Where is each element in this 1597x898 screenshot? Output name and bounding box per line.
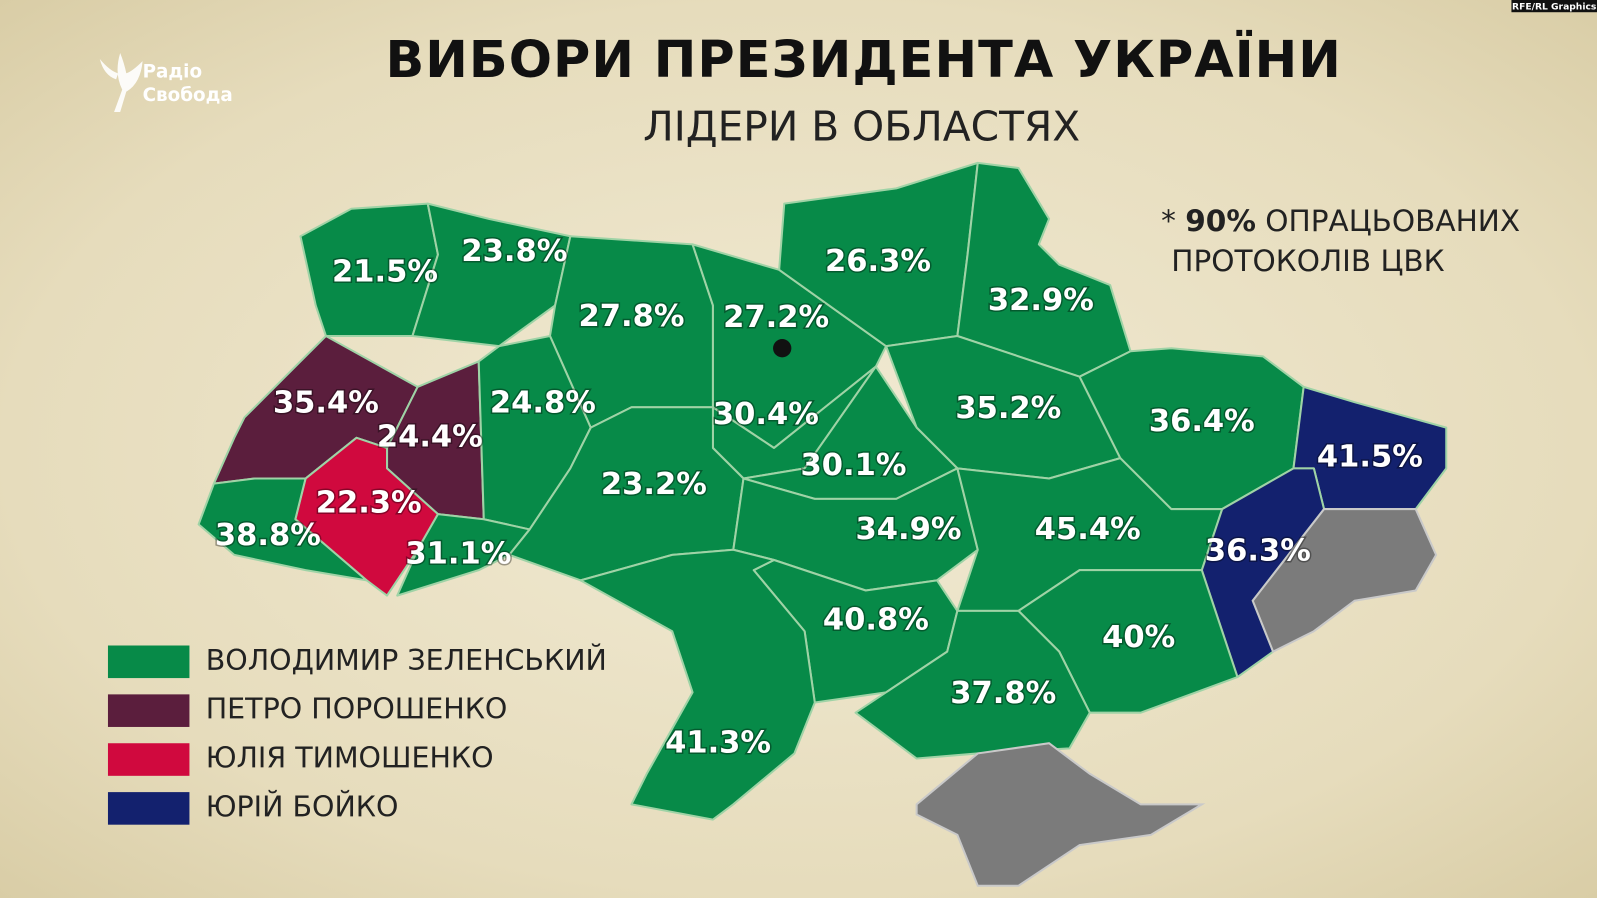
logo-text: Свобода [143,85,233,106]
credit: RFE/RL Graphics [1512,2,1597,13]
region-label: 24.4% [377,419,483,454]
region-label: 36.3% [1205,533,1311,568]
region-label: 37.8% [950,676,1056,711]
region-labels: 21.5% 23.8% 27.8% 27.2% 26.3% 32.9% 35.4%24.4%… [213,232,1424,762]
region-label: 41.5% [1317,440,1423,475]
region-label: 23.2% [601,467,707,502]
legend-swatch [107,645,190,679]
region-label: 41.3% [665,726,771,761]
region-label: 22.3% [316,485,422,520]
region-label: 38.8% [215,518,321,553]
capital-marker [773,339,792,358]
note-star: * [1161,203,1176,237]
region-label: 30.4% [713,397,819,432]
region-label: 32.9% [988,283,1094,318]
region-label: 34.9% [856,512,962,547]
logo-text: Радіо [143,61,202,82]
region-label: 23.8% [461,234,567,269]
subtitle: ЛІДЕРИ В ОБЛАСТЯХ [643,102,1080,150]
note-text: ОПРАЦЬОВАНИХ [1265,203,1520,237]
region-label: 27.8% [578,299,684,334]
regions [197,161,1448,821]
region-label: 45.4% [1035,512,1141,547]
region-label: 24.8% [490,386,596,421]
region-label: 26.3% [825,244,931,279]
region [411,202,572,348]
note: * 90% ОПРАЦЬОВАНИХ [1161,203,1520,237]
region-label: 40.8% [823,603,929,638]
region-label: 36.4% [1149,404,1255,439]
legend-swatch [107,792,190,825]
region-label: 27.2% [723,300,829,335]
region-label: 35.4% [273,386,379,421]
occupied-area [915,742,1206,887]
region [579,548,816,821]
region-label: 35.2% [955,391,1061,426]
region [197,477,368,582]
legend-swatch [107,743,190,776]
logo: Радіо Свобода [99,52,233,112]
credit-box [1511,0,1597,13]
note-bold: 90% [1185,203,1256,237]
legend-label: ЮЛІЯ ТИМОШЕНКО [206,742,494,775]
note-text: ПРОТОКОЛІВ ЦВК [1171,244,1444,278]
legend-swatch [107,694,190,727]
legend-label: ПЕТРО ПОРОШЕНКО [206,693,508,726]
region-label: 40% [1102,620,1175,655]
title: ВИБОРИ ПРЕЗИДЕНТА УКРАЇНИ [385,29,1341,90]
region [956,161,1132,378]
legend-label: ВОЛОДИМИР ЗЕЛЕНСЬКИЙ [206,643,607,677]
legend-label: ЮРІЙ БОЙКО [206,789,399,823]
occupied-area [1251,508,1438,654]
legend: ВОЛОДИМИР ЗЕЛЕНСЬКИЙ ПЕТРО ПОРОШЕНКО ЮЛІЯ … [107,643,607,825]
region-label: 30.1% [801,448,907,483]
region-label: 21.5% [332,254,438,289]
region-label: 31.1% [405,536,511,571]
